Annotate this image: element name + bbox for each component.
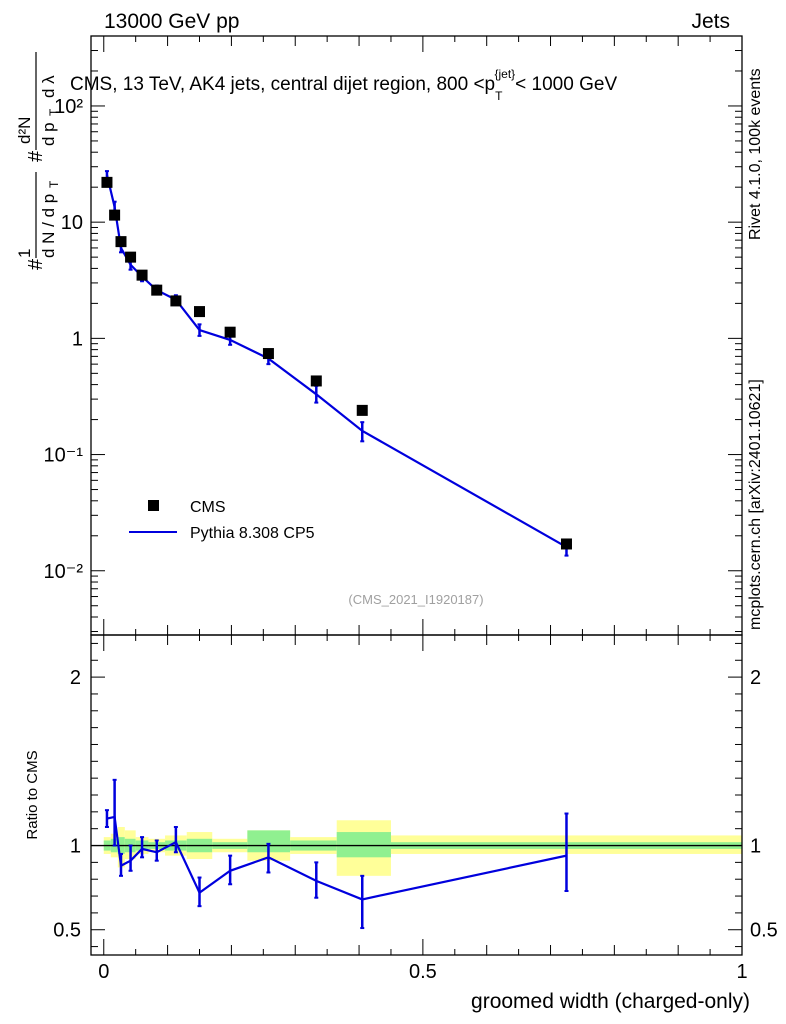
ratio-y-tick-label: 0.5 [53,920,81,942]
analysis-tag: (CMS_2021_I1920187) [348,592,483,607]
cms-data-point [101,176,113,188]
main-frame [90,35,743,636]
main-y-tick-label: 10⁻¹ [44,445,84,467]
rivet-version-label: Rivet 4.1.0, 100k events [747,68,764,240]
legend-label-cms: CMS [190,499,226,516]
main-y-tick-label: 10⁻² [44,561,84,583]
cms-data-point [194,306,205,318]
svg-text:T: T [47,108,61,116]
cms-data-point [224,326,236,338]
ratio-y-tick-label: 2 [70,667,81,689]
ratio-uncertainty-bands [103,820,742,876]
cms-data-point [262,348,274,360]
svg-text:#: # [25,258,47,270]
svg-text:#: # [25,150,47,162]
energy-label: 13000 GeV pp [104,10,239,33]
cms-data-point [356,404,368,416]
category-label: Jets [691,10,730,33]
main-y-tick-label: 1 [72,328,83,350]
x-tick-label: 0.5 [409,961,437,983]
pythia-series-line [105,174,568,548]
x-tick-label: 1 [736,961,747,983]
svg-text:T: T [47,180,61,188]
cms-data-point [151,284,163,296]
svg-text:d λ: d λ [39,75,58,98]
ratio-band-inner [247,830,291,853]
main-plot-area [101,170,572,557]
cms-data-point [109,209,121,221]
ratio-panel: 0.5 0.51 12 20 0.5 1 [53,634,778,983]
svg-text:d p: d p [39,122,58,146]
source-label: mcplots.cern.ch [arXiv:2401.10621] [747,379,764,630]
svg-text:d²N: d²N [15,117,34,144]
ratio-plot-area [91,778,742,930]
main-axis-ticks: 10⁻² 10⁻¹ 1 10 10² [44,35,743,635]
legend-label-pythia: Pythia 8.308 CP5 [190,525,315,542]
ratio-frame [90,634,743,956]
ratio-band-inner [336,832,391,858]
cms-data-point [125,251,137,263]
cms-data-point [136,269,148,281]
cms-data-point [310,375,322,387]
cms-data-point [560,538,572,550]
main-title: CMS, 13 TeV, AK4 jets, central dijet reg… [70,67,617,103]
x-axis-label: groomed width (charged-only) [471,990,750,1013]
x-tick-label: 0 [98,961,109,983]
ratio-y-tick-label: 1 [70,836,81,858]
cms-data-point [170,295,182,307]
legend: CMS Pythia 8.308 CP5 [129,499,315,542]
main-panel: 10⁻² 10⁻¹ 1 10 10² CMS, 13 TeV, AK4 jets, ce… [44,35,743,636]
ratio-axis-ticks: 0.5 0.51 12 20 0.5 1 [53,635,778,983]
ratio-y-tick-label-right: 1 [750,836,761,858]
ratio-y-axis-label: Ratio to CMS [24,750,41,839]
main-y-tick-label: 10² [54,96,83,118]
ratio-y-tick-label-right: 2 [750,667,761,689]
svg-text:1: 1 [15,249,34,258]
main-y-tick-label: 10 [61,212,83,234]
ratio-y-tick-label-right: 0.5 [750,920,778,942]
cms-data-point [115,236,127,248]
main-y-axis-label: # 1 d N / d p T # d²N d p T d λ [15,52,61,270]
legend-marker-cms [148,500,159,511]
svg-text:d N / d p: d N / d p [39,194,58,258]
